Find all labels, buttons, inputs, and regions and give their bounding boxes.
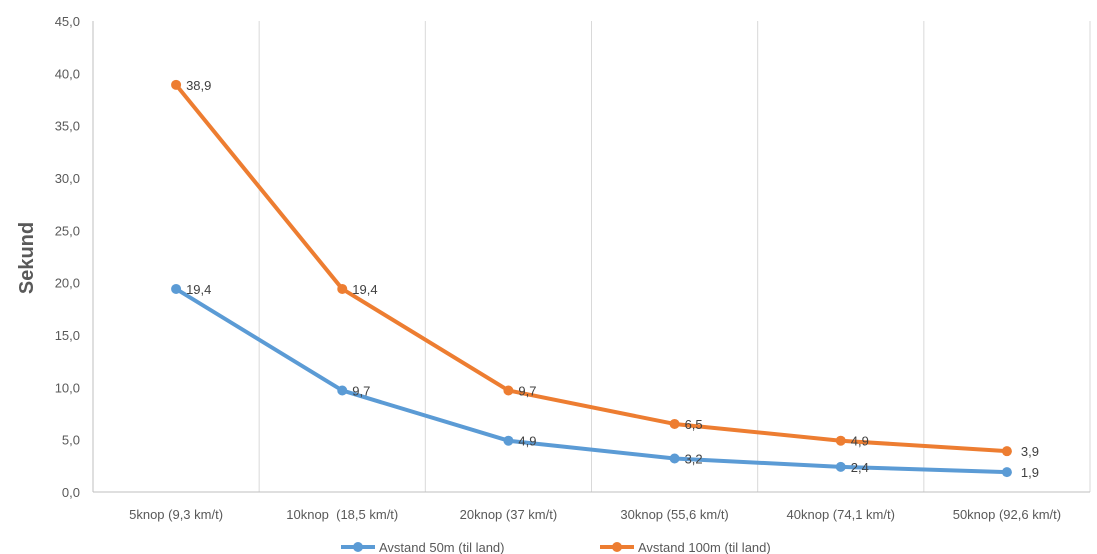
data-label: 2,4 [851,460,869,475]
data-label: 9,7 [518,383,536,398]
data-point [171,79,182,90]
axes [92,21,1090,493]
data-labels: 19,4 9,7 4,9 3,2 2,4 1,9 38,9 19,4 9,7 6,5 4,9 3,9 [186,78,1039,480]
series-line [174,82,1009,454]
data-label: 3,2 [685,452,703,467]
x-tick-label: 5knop (9,3 km/t) [129,507,223,522]
data-point [171,283,182,294]
data-label: 6,5 [685,417,703,432]
data-label: 1,9 [1021,465,1039,480]
data-label: 38,9 [186,78,211,93]
data-point [669,453,680,464]
legend-label: Avstand 50m (til land) [379,540,505,554]
y-tick-label: 25,0 [55,223,80,238]
x-tick-label: 10knop (18,5 km/t) [286,507,398,522]
x-tick-label: 20knop (37 km/t) [460,507,558,522]
legend-marker [612,542,622,552]
y-axis-title: Sekund [16,222,38,294]
x-tick-label: 40knop (74,1 km/t) [787,507,895,522]
y-tick-label: 0,0 [62,485,80,500]
data-point [337,385,348,396]
data-point [503,435,514,446]
y-tick-label: 40,0 [55,66,80,81]
y-tick-label: 10,0 [55,380,80,395]
y-tick-label: 20,0 [55,276,80,291]
data-point [835,461,846,472]
legend-marker [353,542,363,552]
vertical-gridlines [258,21,1091,492]
data-point [337,283,348,294]
x-tick-labels: 5knop (9,3 km/t) 10knop (18,5 km/t) 20knop… [129,507,1061,522]
data-point [503,385,514,396]
data-point [835,435,846,446]
data-label: 9,7 [352,383,370,398]
y-tick-label: 15,0 [55,328,80,343]
y-tick-label: 45,0 [55,14,80,29]
data-point [1001,446,1012,457]
y-tick-labels: 0,0 5,0 10,0 15,0 20,0 25,0 30,0 35,0 40,0 45,0 [55,14,80,500]
data-label: 19,4 [352,282,377,297]
series-line [174,286,1009,475]
x-tick-label: 30knop (55,6 km/t) [620,507,728,522]
legend-label: Avstand 100m (til land) [638,540,771,554]
legend: Avstand 50m (til land) Avstand 100m (til … [341,540,771,554]
series-group [171,79,1012,478]
y-tick-label: 35,0 [55,119,80,134]
x-tick-label: 50knop (92,6 km/t) [953,507,1061,522]
data-label: 4,9 [851,434,869,449]
data-point [669,418,680,429]
data-label: 19,4 [186,282,211,297]
data-label: 3,9 [1021,444,1039,459]
data-label: 4,9 [518,434,536,449]
data-point [1001,467,1012,478]
y-tick-label: 5,0 [62,433,80,448]
y-tick-label: 30,0 [55,171,80,186]
